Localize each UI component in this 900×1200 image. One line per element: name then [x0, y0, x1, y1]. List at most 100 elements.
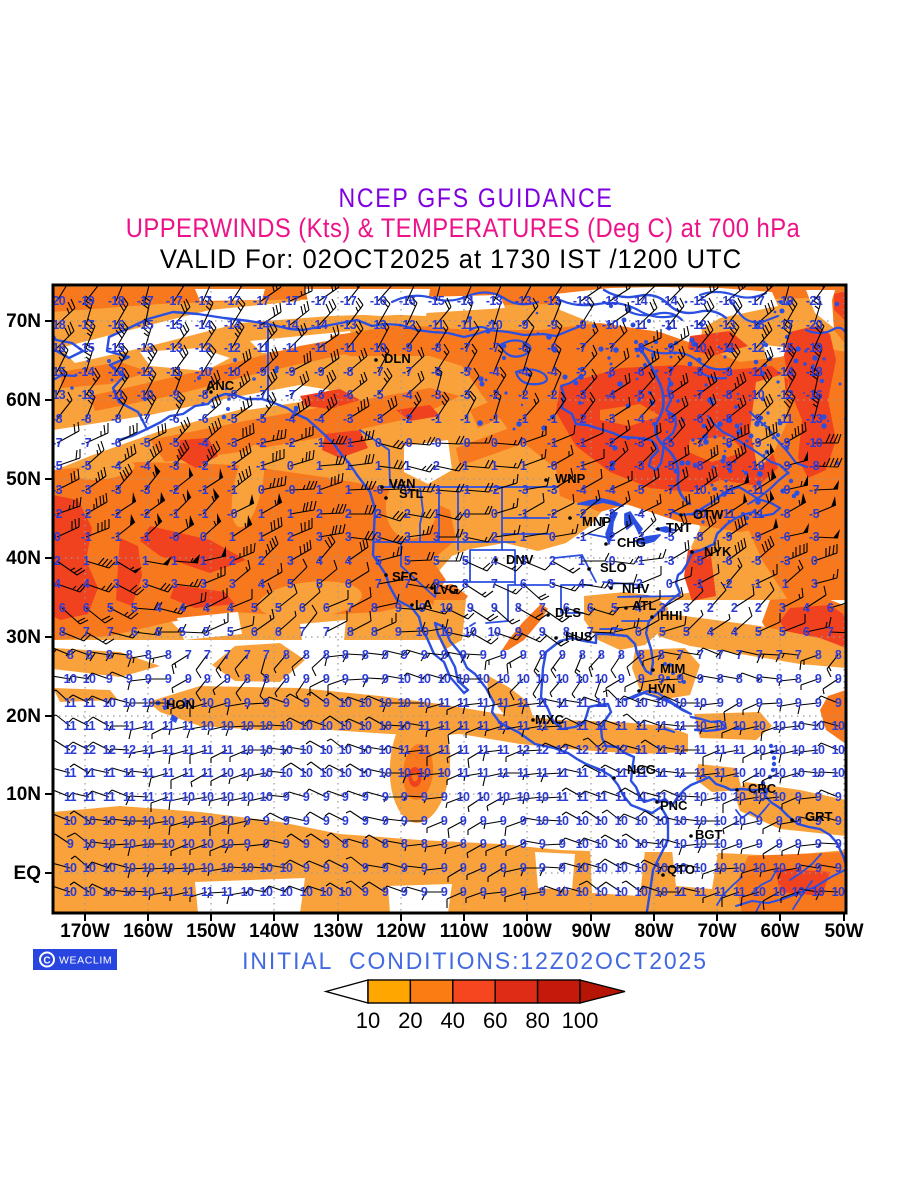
svg-text:30N: 30N: [6, 627, 41, 648]
svg-text:8: 8: [598, 648, 605, 662]
svg-text:-7: -7: [693, 388, 704, 402]
svg-text:10: 10: [320, 885, 333, 899]
svg-text:10: 10: [714, 837, 727, 851]
svg-text:10: 10: [615, 696, 628, 710]
svg-text:10: 10: [576, 885, 589, 899]
svg-text:-8: -8: [693, 459, 704, 473]
svg-text:-5: -5: [809, 507, 820, 521]
svg-text:-1: -1: [169, 507, 180, 521]
svg-text:10: 10: [398, 696, 411, 710]
svg-text:10: 10: [792, 743, 805, 757]
svg-text:-11: -11: [311, 341, 327, 355]
svg-text:-9: -9: [722, 459, 733, 473]
svg-text:0: 0: [54, 530, 61, 544]
svg-text:10: 10: [694, 719, 707, 733]
svg-text:-16: -16: [49, 341, 66, 355]
svg-text:10: 10: [733, 861, 746, 875]
svg-text:10: 10: [379, 696, 392, 710]
svg-text:10: 10: [832, 885, 845, 899]
svg-text:10: 10: [714, 861, 727, 875]
svg-text:-18: -18: [108, 294, 125, 308]
svg-text:9: 9: [382, 861, 389, 875]
svg-text:9: 9: [776, 814, 783, 828]
svg-text:-4: -4: [518, 365, 529, 379]
svg-text:6: 6: [299, 601, 306, 615]
svg-text:7: 7: [204, 648, 211, 662]
svg-text:100W: 100W: [502, 921, 552, 942]
svg-text:-15: -15: [166, 318, 183, 332]
svg-text:8: 8: [515, 601, 522, 615]
svg-text:2: 2: [54, 554, 61, 568]
svg-text:5: 5: [227, 625, 234, 639]
svg-text:3: 3: [200, 577, 207, 591]
svg-text:10: 10: [517, 672, 530, 686]
svg-text:11: 11: [201, 885, 214, 899]
svg-text:150W: 150W: [186, 921, 236, 942]
svg-text:-1: -1: [198, 483, 209, 497]
svg-text:-13: -13: [49, 388, 66, 402]
svg-text:9: 9: [480, 648, 487, 662]
svg-text:6: 6: [635, 625, 642, 639]
svg-text:12: 12: [64, 743, 77, 757]
svg-text:3: 3: [659, 601, 666, 615]
svg-text:-6: -6: [780, 530, 791, 544]
svg-text:-0: -0: [460, 436, 471, 450]
svg-text:11: 11: [556, 766, 569, 780]
svg-text:10: 10: [418, 766, 431, 780]
svg-text:SFC: SFC: [392, 569, 419, 584]
svg-text:-3: -3: [52, 483, 63, 497]
svg-text:10: 10: [162, 696, 175, 710]
svg-text:10: 10: [440, 601, 453, 615]
svg-text:0: 0: [375, 436, 382, 450]
svg-text:8: 8: [460, 837, 467, 851]
svg-text:10: 10: [379, 743, 392, 757]
svg-text:10: 10: [615, 837, 628, 851]
svg-text:-16: -16: [806, 388, 823, 402]
svg-text:11: 11: [142, 743, 155, 757]
svg-text:10: 10: [64, 861, 77, 875]
svg-text:-10: -10: [137, 388, 154, 402]
svg-text:-4: -4: [402, 388, 413, 402]
svg-text:10: 10: [497, 790, 510, 804]
svg-text:7: 7: [736, 648, 743, 662]
svg-text:9: 9: [835, 814, 842, 828]
svg-text:2: 2: [755, 601, 762, 615]
svg-text:11: 11: [497, 719, 510, 733]
svg-text:11: 11: [182, 743, 195, 757]
svg-text:2: 2: [316, 507, 323, 521]
svg-text:-12: -12: [690, 318, 707, 332]
svg-text:-7: -7: [52, 436, 63, 450]
svg-text:-18: -18: [806, 365, 823, 379]
svg-text:9: 9: [441, 885, 448, 899]
svg-text:9: 9: [500, 861, 507, 875]
svg-text:7: 7: [404, 577, 411, 591]
svg-text:140W: 140W: [249, 921, 299, 942]
svg-text:11: 11: [64, 696, 77, 710]
svg-text:11: 11: [615, 719, 628, 733]
svg-text:8: 8: [263, 672, 270, 686]
svg-text:10: 10: [477, 672, 490, 686]
svg-text:7: 7: [107, 625, 114, 639]
svg-text:10: 10: [320, 719, 333, 733]
svg-text:10: 10: [438, 766, 451, 780]
svg-text:8: 8: [303, 648, 310, 662]
svg-text:9: 9: [67, 837, 74, 851]
svg-text:HVN: HVN: [648, 681, 675, 696]
svg-text:12: 12: [536, 743, 549, 757]
svg-text:-15: -15: [428, 294, 445, 308]
svg-text:PNC: PNC: [660, 798, 688, 813]
svg-text:11: 11: [103, 790, 116, 804]
svg-text:9: 9: [382, 648, 389, 662]
svg-text:10: 10: [832, 719, 845, 733]
svg-text:-2: -2: [489, 388, 500, 402]
svg-text:10: 10: [635, 696, 648, 710]
svg-text:1: 1: [258, 530, 265, 544]
svg-text:60W: 60W: [760, 921, 799, 942]
svg-text:11: 11: [398, 743, 411, 757]
svg-text:11: 11: [556, 719, 569, 733]
svg-text:9: 9: [460, 648, 467, 662]
svg-text:9: 9: [480, 837, 487, 851]
svg-text:5: 5: [659, 625, 666, 639]
svg-text:-1: -1: [343, 436, 354, 450]
svg-text:-14: -14: [253, 318, 270, 332]
